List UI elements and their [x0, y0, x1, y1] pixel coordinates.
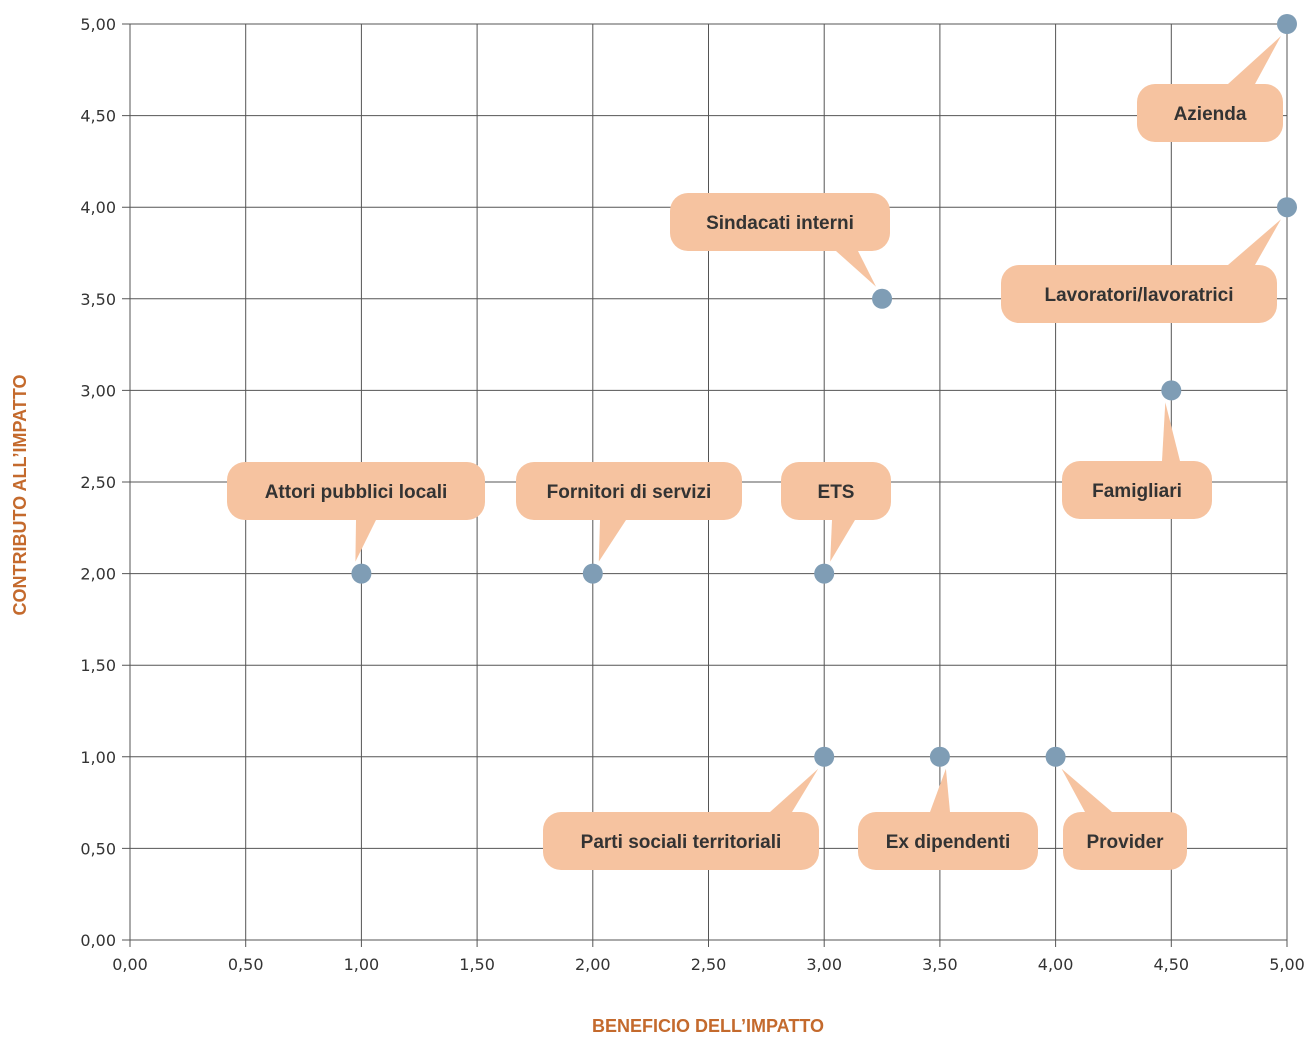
data-point-fornitori-di-servizi — [582, 563, 603, 584]
callout-pointer — [355, 520, 376, 562]
x-tick-label: 1,00 — [344, 955, 380, 974]
data-point-attori-pubblici-locali — [351, 563, 372, 584]
y-tick-label: 1,50 — [80, 656, 116, 675]
y-tick-label: 0,50 — [80, 839, 116, 858]
callout-ets: ETS — [781, 462, 891, 562]
callout-box — [543, 812, 819, 870]
y-tick-label: 0,00 — [80, 931, 116, 950]
point-label: Ex dipendenti — [886, 832, 1011, 853]
data-points — [351, 14, 1297, 767]
y-tick-label: 4,50 — [80, 107, 116, 126]
y-tick-label: 2,50 — [80, 473, 116, 492]
callout-lavoratori-lavoratrici: Lavoratori/lavoratrici — [1001, 219, 1281, 323]
callout-box — [1062, 461, 1212, 519]
data-point-provider — [1045, 746, 1066, 767]
callout-box — [516, 462, 742, 520]
x-tick-label: 4,00 — [1038, 955, 1074, 974]
callout-pointer — [1228, 219, 1281, 265]
data-point-parti-sociali-territoriali — [814, 746, 835, 767]
y-tick-label: 2,00 — [80, 565, 116, 584]
callout-attori-pubblici-locali: Attori pubblici locali — [227, 462, 485, 562]
y-tick-label: 3,00 — [80, 381, 116, 400]
x-tick-label: 5,00 — [1269, 955, 1305, 974]
callout-pointer — [598, 520, 626, 562]
point-label: Parti sociali territoriali — [581, 832, 782, 853]
callout-pointer — [1228, 36, 1281, 84]
y-tick-label: 1,00 — [80, 748, 116, 767]
callout-pointer — [830, 520, 855, 562]
callout-famigliari: Famigliari — [1062, 402, 1212, 519]
x-tick-label: 0,00 — [112, 955, 148, 974]
point-label: Azienda — [1174, 104, 1247, 125]
point-label: Fornitori di servizi — [547, 482, 712, 503]
data-point-ex-dipendenti — [929, 746, 950, 767]
data-point-lavoratori-lavoratrici — [1277, 197, 1297, 218]
x-tick-label: 2,50 — [691, 955, 727, 974]
data-point-famigliari — [1161, 380, 1182, 401]
y-tick-label: 3,50 — [80, 290, 116, 309]
callout-azienda: Azienda — [1137, 36, 1283, 142]
callout-box — [1063, 812, 1187, 870]
callout-parti-sociali-territoriali: Parti sociali territoriali — [543, 768, 819, 870]
callout-pointer — [1162, 402, 1180, 461]
y-axis-title: CONTRIBUTO ALL’IMPATTO — [10, 375, 30, 616]
y-tick-label: 4,00 — [80, 198, 116, 217]
callout-pointer — [770, 768, 819, 812]
point-label: Attori pubblici locali — [265, 482, 448, 503]
point-label: Lavoratori/lavoratrici — [1044, 285, 1233, 306]
callout-provider: Provider — [1061, 768, 1187, 870]
callout-pointer — [836, 251, 877, 287]
callout-box — [227, 462, 485, 520]
y-tick-label: 5,00 — [80, 15, 116, 34]
callout-pointer — [930, 768, 950, 812]
x-tick-label: 2,00 — [575, 955, 611, 974]
data-point-sindacati-interni — [872, 288, 893, 309]
callout-ex-dipendenti: Ex dipendenti — [858, 768, 1038, 870]
x-tick-label: 3,50 — [922, 955, 958, 974]
callout-box — [1137, 84, 1283, 142]
y-axis-ticks: 0,00 0,50 1,00 1,50 2,00 2,50 3,00 3,50 4,00 4,50… — [80, 15, 116, 950]
point-label: ETS — [818, 482, 855, 503]
x-axis-ticks: 0,00 0,50 1,00 1,50 2,00 2,50 3,00 3,50 4,00 4,50… — [112, 955, 1305, 974]
callout-box — [1001, 265, 1277, 323]
x-tick-label: 4,50 — [1153, 955, 1189, 974]
data-point-azienda — [1277, 14, 1297, 34]
point-label: Sindacati interni — [706, 213, 854, 234]
point-label: Famigliari — [1092, 481, 1182, 502]
x-tick-label: 3,00 — [806, 955, 842, 974]
callout-pointer — [1061, 768, 1112, 812]
x-tick-label: 1,50 — [459, 955, 495, 974]
callout-box — [858, 812, 1038, 870]
callout-sindacati-interni: Sindacati interni — [670, 193, 890, 287]
callout-fornitori-di-servizi: Fornitori di servizi — [516, 462, 742, 562]
data-point-ets — [814, 563, 835, 584]
point-label: Provider — [1086, 832, 1164, 853]
x-axis-title: BENEFICIO DELL’IMPATTO — [592, 1016, 824, 1036]
callout-box — [781, 462, 891, 520]
callout-box — [670, 193, 890, 251]
x-tick-label: 0,50 — [228, 955, 264, 974]
callouts: Azienda Lavoratori/lavoratrici Sindacati i… — [227, 36, 1283, 870]
